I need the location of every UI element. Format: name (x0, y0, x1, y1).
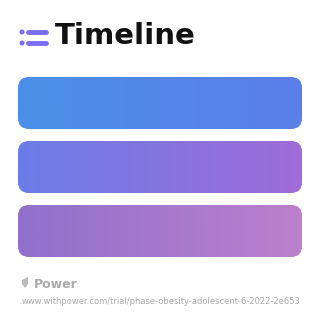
Text: 3 weeks: 3 weeks (220, 94, 288, 112)
Circle shape (20, 41, 24, 45)
Text: www.withpower.com/trial/phase-obesity-adolescent-6-2022-2e653: www.withpower.com/trial/phase-obesity-ad… (22, 297, 301, 305)
Text: Follow ups ~: Follow ups ~ (36, 222, 142, 240)
Text: Treatment ~: Treatment ~ (36, 158, 140, 176)
Text: Varies: Varies (237, 158, 288, 176)
Circle shape (20, 30, 24, 34)
Text: 12 weeks: 12 weeks (209, 222, 288, 240)
Polygon shape (22, 277, 28, 288)
FancyBboxPatch shape (18, 77, 302, 129)
FancyBboxPatch shape (18, 141, 302, 193)
FancyBboxPatch shape (18, 205, 302, 257)
Text: Timeline: Timeline (55, 23, 196, 50)
Text: Power: Power (34, 279, 78, 291)
Text: Screening ~: Screening ~ (36, 94, 138, 112)
